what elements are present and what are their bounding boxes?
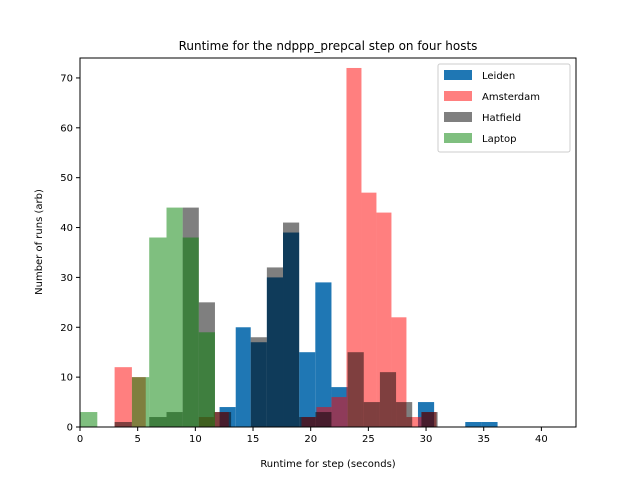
- y-tick-label-4: 40: [60, 223, 73, 234]
- y-tick-label-5: 50: [60, 173, 73, 184]
- x-tick-label-3: 15: [247, 434, 260, 445]
- legend-box: [437, 63, 571, 153]
- bar-hatfield-14: [396, 402, 413, 427]
- bar-amsterdam-8: [361, 192, 377, 427]
- x-tick-label-4: 20: [304, 434, 317, 445]
- bar-leiden-10: [481, 422, 498, 427]
- legend-label-amsterdam: Amsterdam: [482, 92, 540, 103]
- legend-label-laptop: Laptop: [482, 134, 516, 145]
- bar-amsterdam-7: [346, 67, 362, 427]
- bar-hatfield-8: [283, 222, 300, 427]
- bars-layer: [80, 67, 498, 427]
- y-tick-label-3: 30: [60, 273, 73, 284]
- bar-laptop-4: [182, 237, 199, 427]
- bar-hatfield-9: [299, 417, 316, 427]
- legend-swatch-laptop: [444, 133, 472, 143]
- x-tick-label-5: 25: [362, 434, 375, 445]
- x-tick-label-8: 40: [535, 434, 548, 445]
- plot-frame: [79, 57, 577, 428]
- x-tick-label-1: 5: [134, 434, 140, 445]
- y-tick-label-1: 10: [60, 373, 73, 384]
- x-axis-ticks: 0 5 10 15 20 25 30 35 40: [77, 427, 548, 445]
- y-axis-ticks: 0 10 20 30 40 50 60 70: [60, 73, 80, 434]
- bar-hatfield-6: [250, 337, 267, 427]
- y-tick-label-7: 70: [60, 73, 73, 84]
- y-tick-label-6: 60: [60, 123, 73, 134]
- legend-swatch-leiden: [444, 70, 472, 80]
- bar-leiden-9: [465, 422, 482, 427]
- bar-hatfield-11: [347, 352, 364, 427]
- bar-leiden-1: [235, 327, 251, 427]
- x-axis-label: Runtime for step (seconds): [260, 459, 395, 470]
- bar-amsterdam-11: [406, 417, 422, 427]
- bar-hatfield-15: [421, 412, 438, 427]
- bar-laptop-2: [149, 237, 167, 427]
- legend-label-leiden: Leiden: [482, 71, 515, 82]
- bar-hatfield-5: [214, 412, 232, 427]
- bar-amsterdam-6: [331, 397, 347, 427]
- y-axis-label: Number of runs (arb): [34, 189, 45, 295]
- bar-hatfield-0: [114, 422, 132, 427]
- bar-hatfield-7: [266, 267, 284, 427]
- x-tick-label-2: 10: [189, 434, 202, 445]
- bar-leiden-5: [299, 352, 316, 427]
- legend-swatch-hatfield: [444, 112, 472, 122]
- bar-laptop-3: [166, 207, 183, 427]
- bar-laptop-1: [131, 377, 150, 427]
- y-tick-label-0: 0: [67, 423, 73, 434]
- legend-label-hatfield: Hatfield: [482, 113, 521, 124]
- bar-hatfield-13: [379, 372, 397, 427]
- y-tick-label-2: 20: [60, 323, 73, 334]
- bar-hatfield-12: [363, 402, 380, 427]
- x-tick-label-6: 30: [420, 434, 433, 445]
- bar-leiden-6: [315, 282, 332, 427]
- legend-swatch-amsterdam: [444, 91, 472, 101]
- legend: Leiden Amsterdam Hatfield Laptop: [437, 63, 571, 153]
- bar-hatfield-10: [315, 412, 332, 427]
- bar-laptop-5: [198, 332, 215, 427]
- x-tick-label-7: 35: [477, 434, 490, 445]
- chart-title: Runtime for the ndppp_prepcal step on fo…: [179, 39, 478, 53]
- bar-amsterdam-0: [114, 367, 132, 427]
- x-tick-label-0: 0: [77, 434, 83, 445]
- bar-laptop-0: [80, 412, 98, 427]
